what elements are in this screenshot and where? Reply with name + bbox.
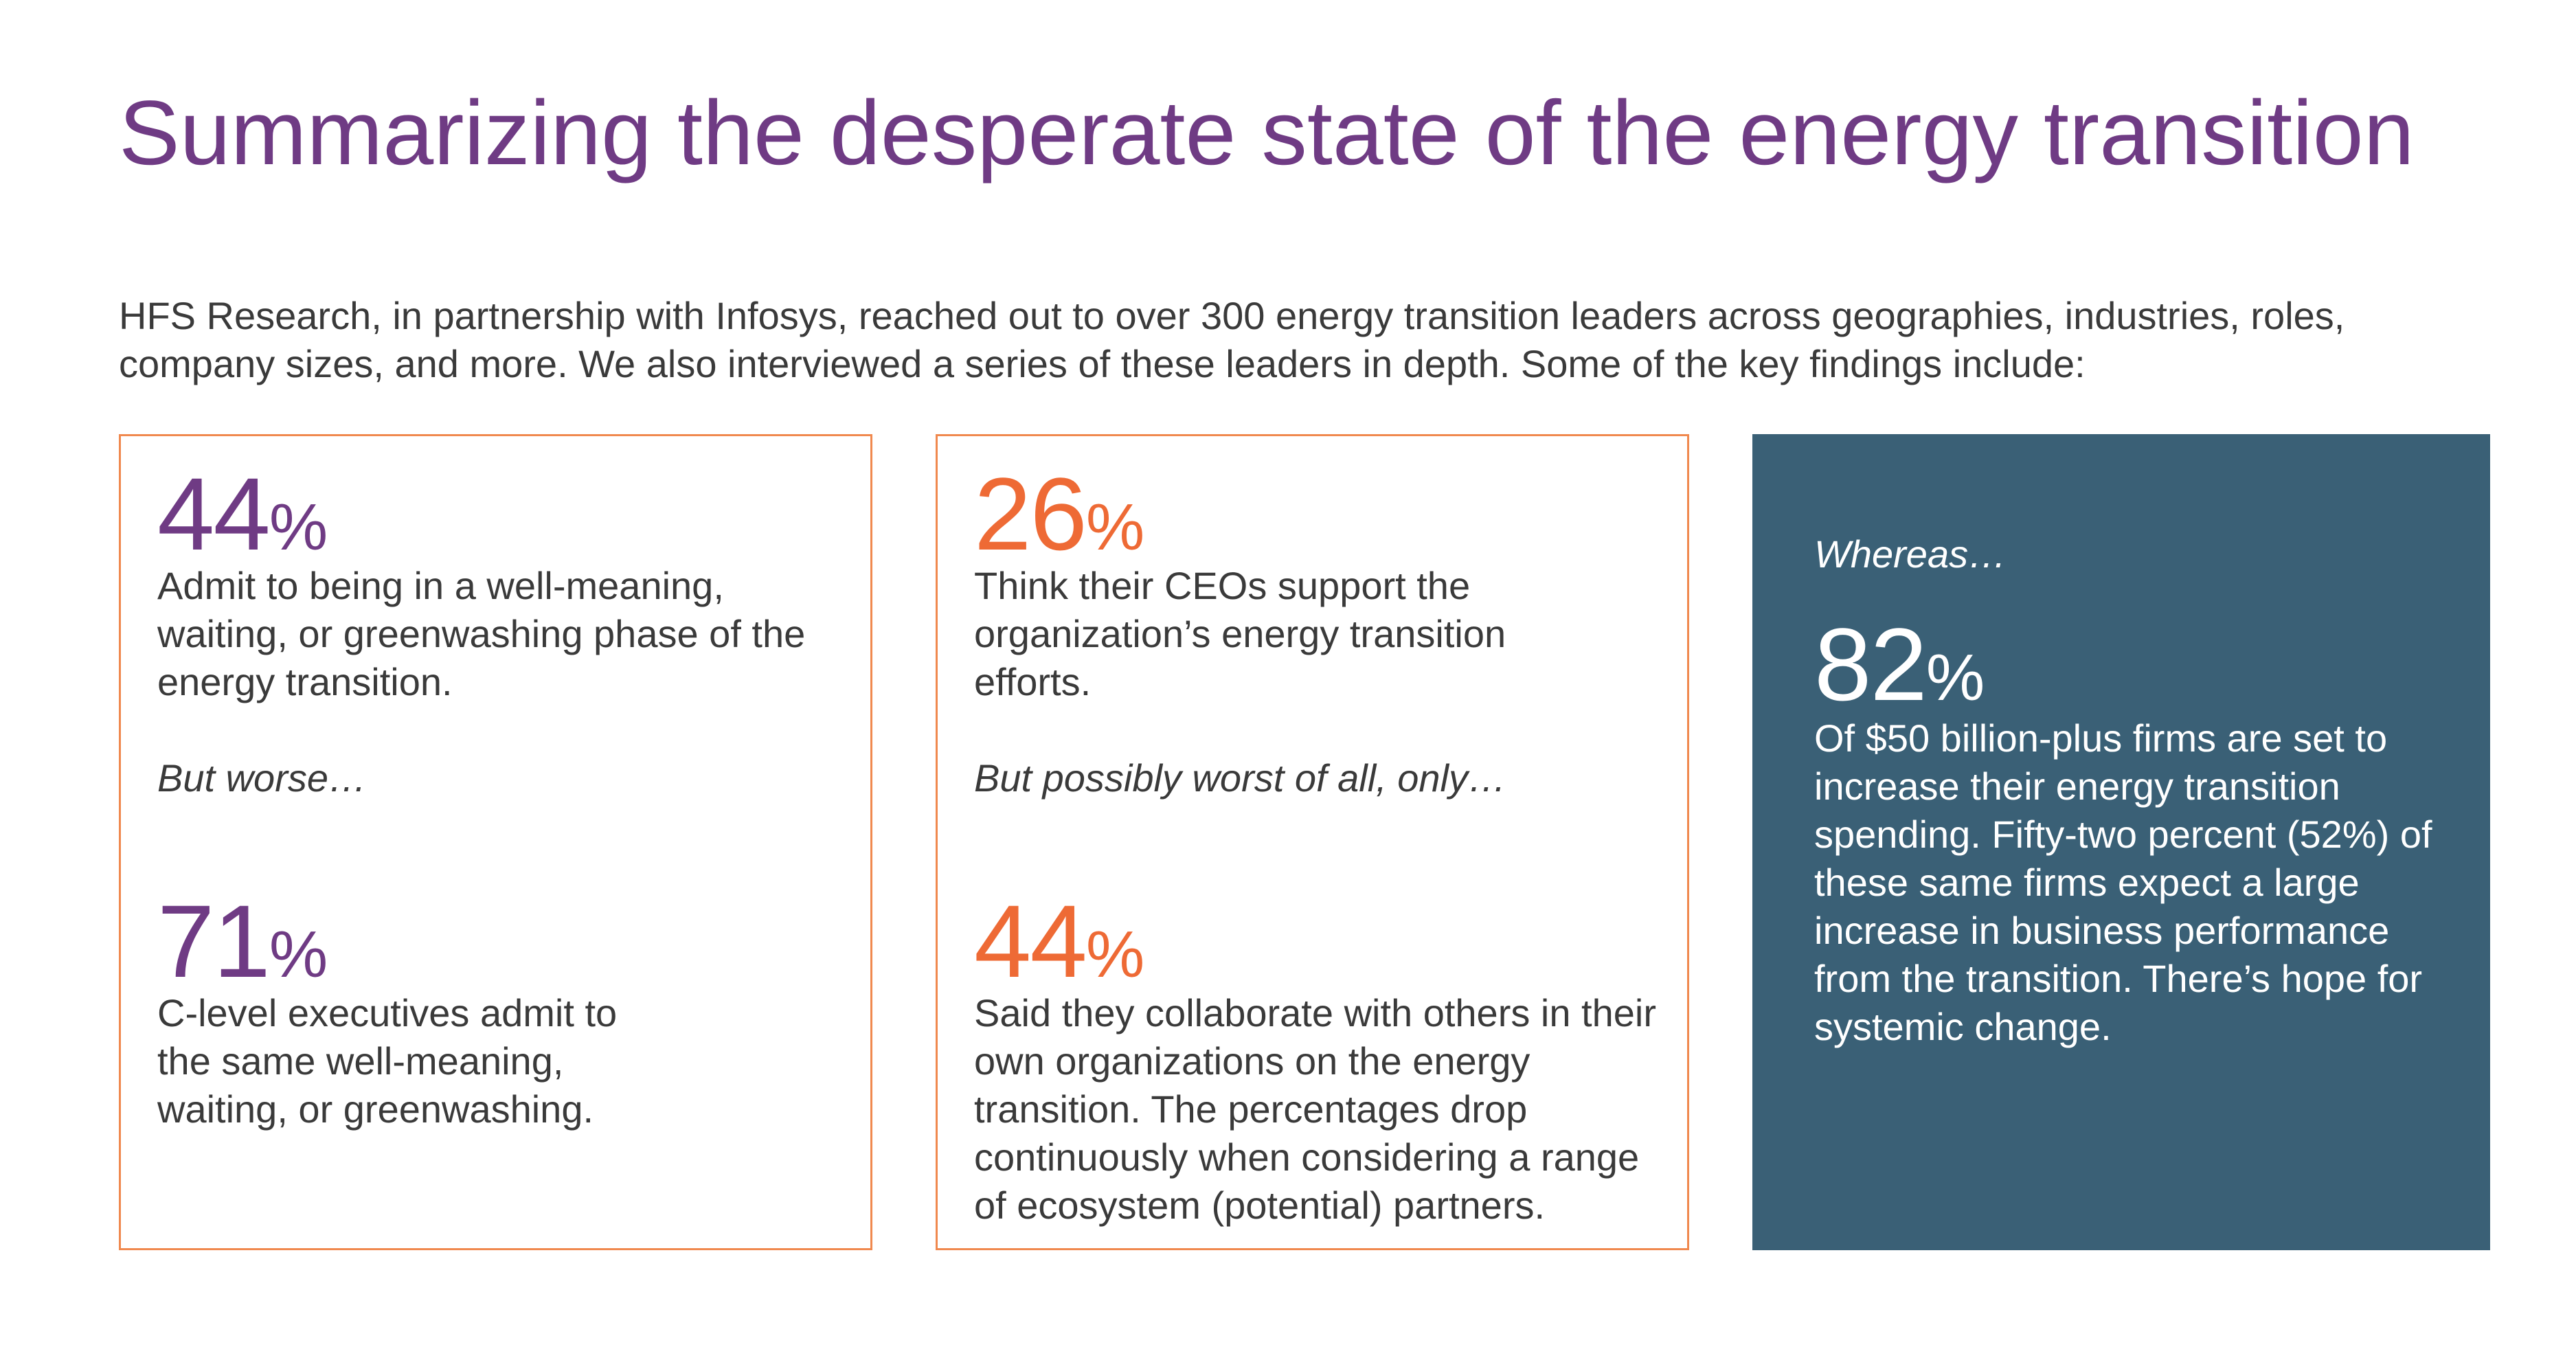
transition-lead-text: But worse… <box>157 756 367 800</box>
finding-card-greenwashing: 44% Admit to being in a well-meaning, wa… <box>119 434 872 1250</box>
stat-description: Of $50 billion-plus firms are set to inc… <box>1814 716 2432 1048</box>
stat-unit: % <box>269 918 328 991</box>
transition-lead-text: Whereas… <box>1814 532 2007 576</box>
stat-value: 44 <box>974 883 1087 999</box>
stat-description: Think their CEOs support the organizatio… <box>974 564 1506 703</box>
stat-unit: % <box>269 490 328 564</box>
transition-lead-text: But possibly worst of all, only… <box>974 756 1506 800</box>
stat-unit: % <box>1085 918 1145 991</box>
stat-unit: % <box>1085 490 1145 564</box>
stat-value: 82 <box>1814 607 1928 722</box>
stat-unit: % <box>1925 641 1985 714</box>
stat-value: 71 <box>157 883 271 999</box>
stat-44-percent-collaboration: 44% <box>974 890 1144 993</box>
stat-description: C-level executives admit to the same wel… <box>157 991 618 1131</box>
stat-value: 44 <box>157 456 271 572</box>
intro-paragraph: HFS Research, in partnership with Infosy… <box>119 294 2345 385</box>
stat-71-percent: 71% <box>157 890 328 993</box>
stat-82-percent: 82% <box>1814 613 1985 716</box>
stat-description: Said they collaborate with others in the… <box>974 991 1656 1227</box>
finding-card-hope: Whereas… 82% Of $50 billion-plus firms a… <box>1752 434 2490 1250</box>
slide-title: Summarizing the desperate state of the e… <box>119 82 2415 184</box>
stat-44-percent: 44% <box>157 462 328 565</box>
stat-value: 26 <box>974 456 1087 572</box>
finding-card-ceo-support: 26% Think their CEOs support the organiz… <box>936 434 1689 1250</box>
stat-description: Admit to being in a well-meaning, waitin… <box>157 564 806 703</box>
stat-26-percent: 26% <box>974 462 1144 565</box>
